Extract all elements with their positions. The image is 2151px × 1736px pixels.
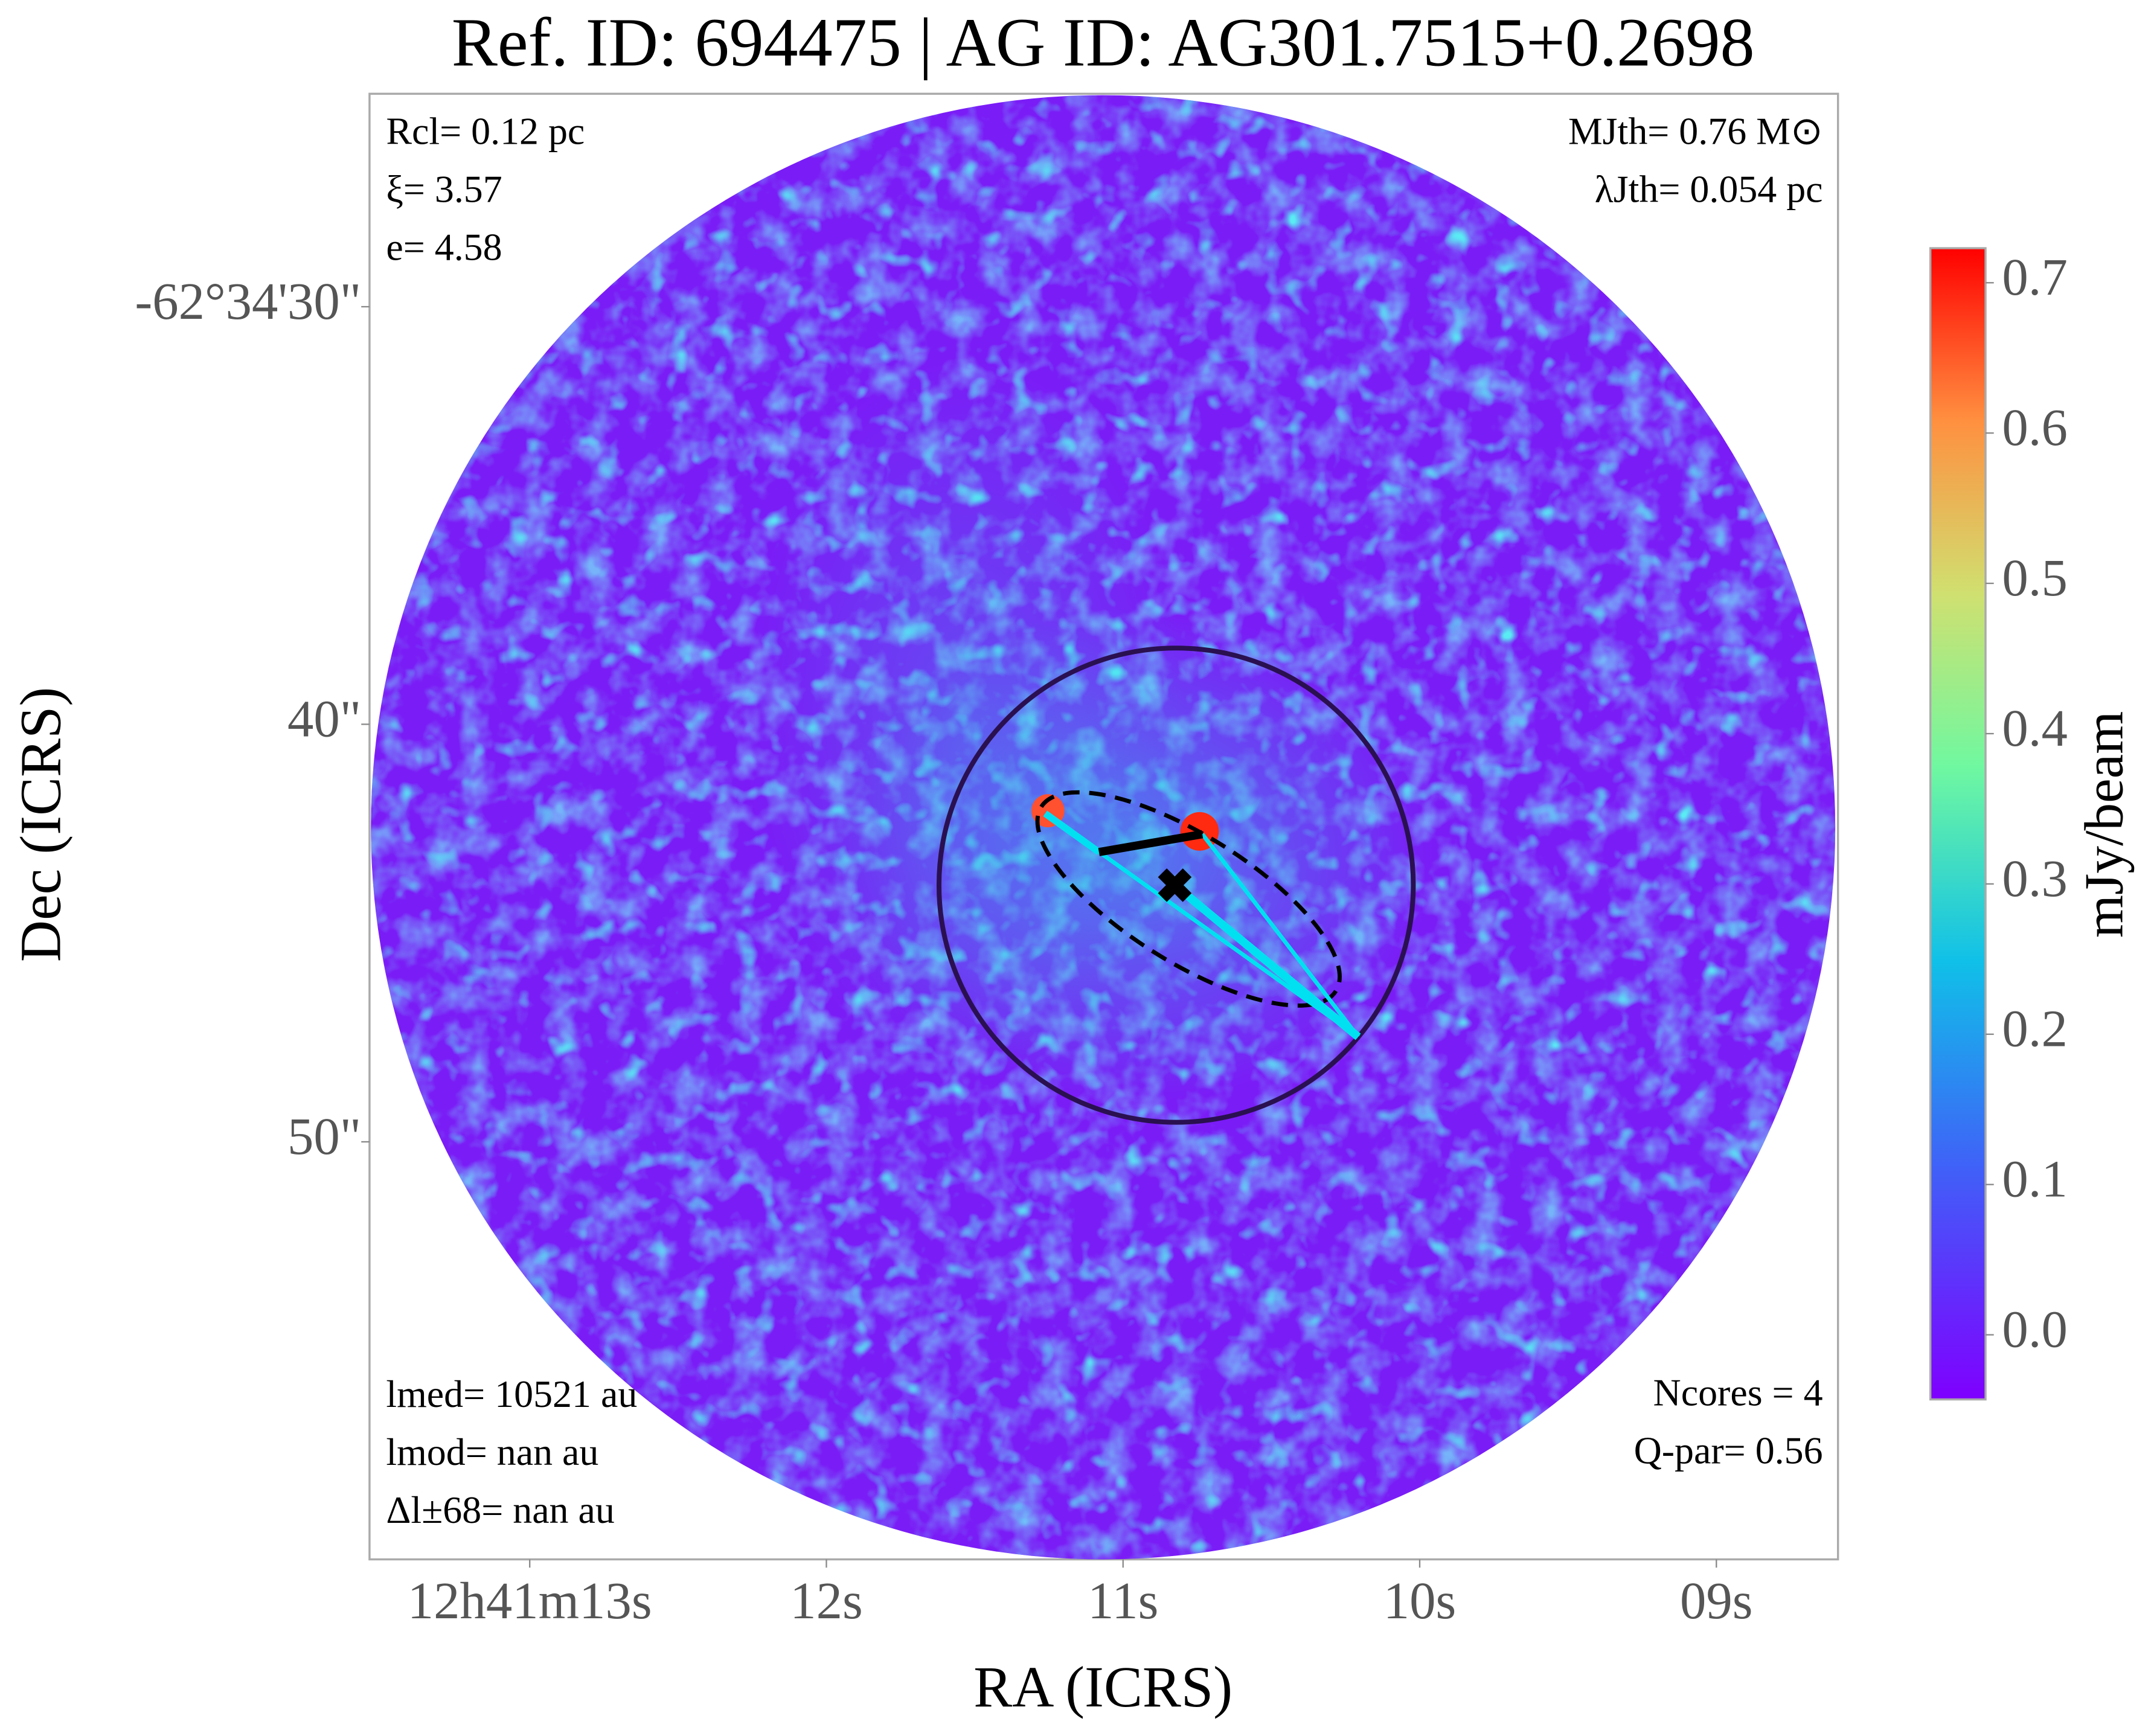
annotation: Q-par= 0.56 [1634, 1429, 1823, 1472]
x-tick-label: 10s [1383, 1572, 1457, 1630]
annotation: lmod= nan au [386, 1430, 598, 1473]
colorbar-tick-label: 0.1 [2002, 1150, 2067, 1208]
annotation: λJth= 0.054 pc [1595, 167, 1823, 210]
x-tick-label: 11s [1088, 1572, 1158, 1630]
y-tick-label: 40" [287, 690, 361, 748]
colorbar [1929, 247, 1987, 1401]
annotation: Δl±68= nan au [386, 1488, 615, 1531]
annotation: lmed= 10521 au [386, 1372, 637, 1415]
annotation: Rcl= 0.12 pc [386, 109, 585, 152]
x-tick-label: 09s [1680, 1572, 1753, 1630]
colorbar-tick-label: 0.0 [2002, 1300, 2067, 1358]
x-tick-label: 12s [790, 1572, 863, 1630]
colorbar-tick-label: 0.3 [2002, 850, 2067, 908]
colorbar-tick-label: 0.6 [2002, 399, 2067, 456]
chart-title: Ref. ID: 694475 | AG ID: AG301.7515+0.26… [452, 4, 1755, 80]
colorbar-label: mJy/beam [2073, 711, 2134, 938]
intensity-map [371, 95, 1836, 1560]
y-tick-label: -62°34'30" [135, 272, 361, 330]
colorbar-tick-label: 0.5 [2002, 549, 2067, 607]
core-overlay [936, 645, 1416, 1125]
y-tick-label: 50" [287, 1107, 361, 1165]
x-axis-label: RA (ICRS) [973, 1655, 1233, 1719]
annotation: MJth= 0.76 M⊙ [1568, 109, 1823, 152]
annotation: Ncores = 4 [1653, 1371, 1823, 1414]
annotation: e= 4.58 [386, 225, 502, 268]
colorbar-tick-label: 0.4 [2002, 699, 2067, 757]
y-axis-label: Dec (ICRS) [9, 687, 73, 962]
colorbar-tick-label: 0.2 [2002, 1000, 2067, 1058]
x-tick-label: 12h41m13s [408, 1572, 652, 1630]
annotation: ξ= 3.57 [386, 167, 502, 210]
colorbar-tick-label: 0.7 [2002, 248, 2067, 306]
